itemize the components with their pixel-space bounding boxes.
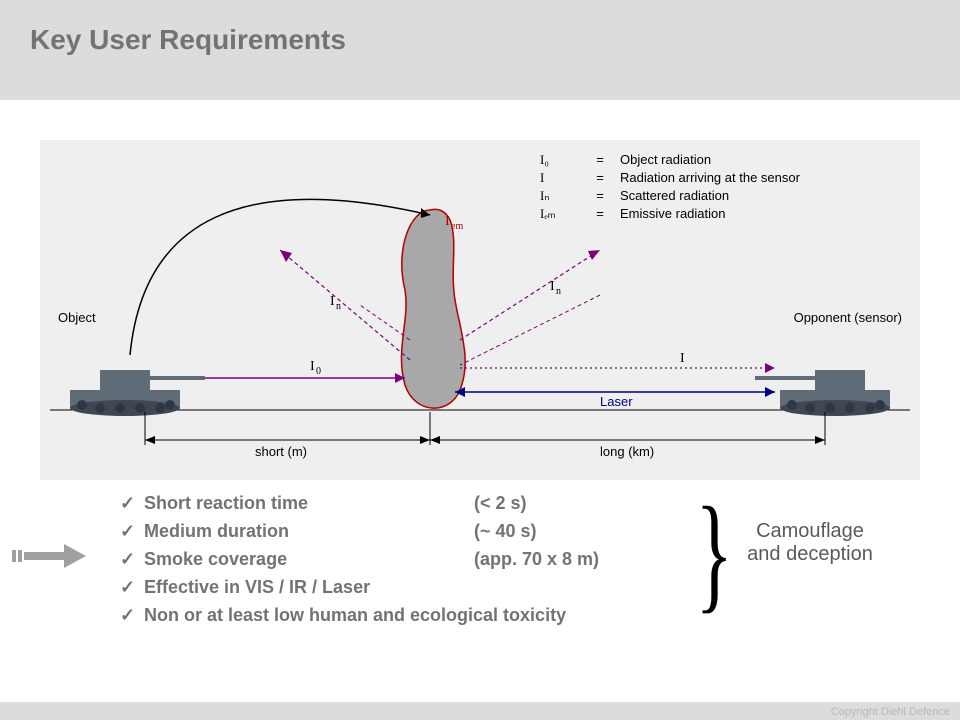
svg-text:I: I	[680, 351, 685, 366]
svg-text:n: n	[556, 286, 561, 297]
requirements-block: ✓Short reaction time(< 2 s) ✓Medium dura…	[40, 490, 920, 629]
pointer-arrow-icon	[12, 540, 92, 577]
brace-icon: }	[695, 488, 732, 618]
check-icon: ✓	[120, 518, 144, 546]
requirement-item: ✓Effective in VIS / IR / Laser	[120, 574, 920, 602]
opponent-tank-icon	[755, 370, 890, 416]
radiation-in-left	[280, 250, 410, 360]
diagram-panel: I₀=Object radiation I=Radiation arriving…	[40, 140, 920, 480]
svg-text:Laser: Laser	[600, 394, 633, 409]
check-icon: ✓	[120, 574, 144, 602]
svg-text:I: I	[330, 294, 335, 309]
check-icon: ✓	[120, 602, 144, 630]
svg-text:I: I	[310, 359, 315, 374]
requirement-item: ✓Short reaction time(< 2 s)	[120, 490, 920, 518]
svg-text:I: I	[445, 214, 450, 229]
requirement-item: ✓Non or at least low human and ecologica…	[120, 602, 920, 630]
svg-text:n: n	[336, 301, 341, 312]
svg-text:0: 0	[316, 366, 321, 377]
slide-header: Key User Requirements	[0, 0, 960, 100]
svg-text:long (km): long (km)	[600, 444, 654, 459]
svg-text:I: I	[550, 279, 555, 294]
copyright-text: Copyright Diehl Defence	[831, 706, 950, 718]
footer-bar	[0, 702, 960, 720]
object-tank-icon	[70, 370, 205, 416]
slide-title: Key User Requirements	[30, 24, 930, 56]
callout-text: Camouflage and deception	[740, 520, 880, 566]
radiation-in-right	[460, 250, 600, 340]
check-icon: ✓	[120, 490, 144, 518]
trajectory-arc	[130, 199, 430, 355]
schematic-svg: I 0 I n I n I em I Laser short (m)	[40, 140, 920, 480]
check-icon: ✓	[120, 546, 144, 574]
svg-text:short (m): short (m)	[255, 444, 307, 459]
smoke-cloud	[401, 209, 465, 408]
svg-text:em: em	[451, 221, 463, 232]
